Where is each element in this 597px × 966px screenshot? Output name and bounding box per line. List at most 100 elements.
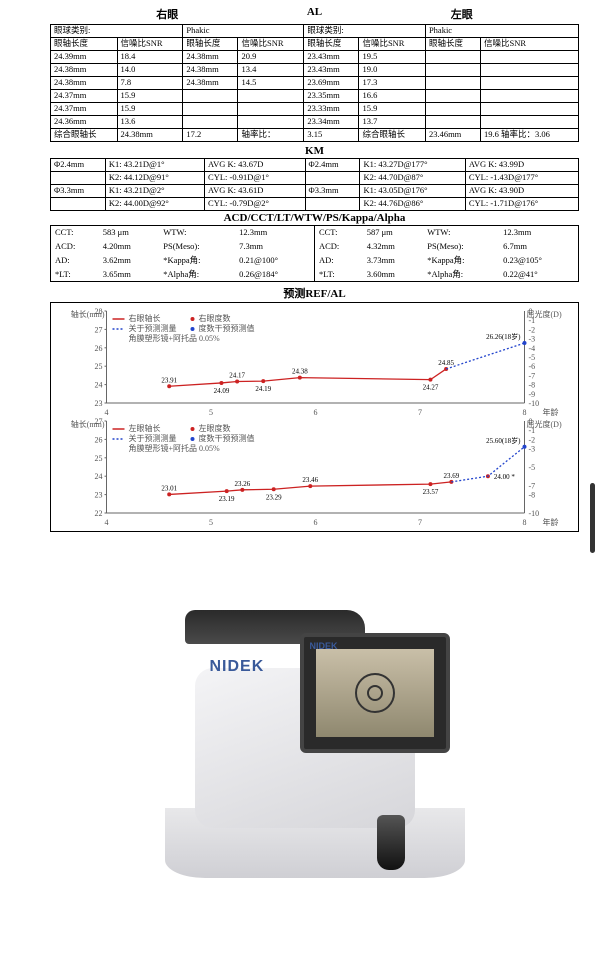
svg-text:24.17: 24.17 [229,371,245,379]
acd-cell: 3.60mm [363,268,423,282]
device-screen-frame: NIDEK [300,633,450,753]
acd-cell: AD: [314,254,362,268]
acd-cell: AD: [51,254,99,268]
acd-cell: 0.21@100° [235,254,314,268]
svg-text:关于预测测量: 关于预测测量 [129,433,177,443]
svg-text:24.09: 24.09 [214,387,230,395]
al-cell [425,116,480,129]
acd-cell: 0.26@184° [235,268,314,282]
al-cell: 23.43mm [304,64,359,77]
svg-text:22: 22 [95,509,103,518]
acd-cell: CCT: [314,226,362,240]
km-cell: AVG K: 43.61D [205,185,306,198]
km-cell [305,198,360,211]
al-cell: 7.8 [117,77,183,90]
chart-container: 232425262728-10-9-8-7-6-5-4-3-2-1045678年… [50,302,579,532]
device-screen [316,649,434,737]
km-cell: K1: 43.21D@2° [105,185,204,198]
svg-text:23.19: 23.19 [219,495,235,503]
al-cell [425,103,480,116]
svg-text:关于预测测量: 关于预测测量 [129,323,177,333]
acd-cell: PS(Meso): [423,240,499,254]
al-cell [481,77,579,90]
phakic-label-r1: 眼球类别: [51,25,183,38]
al-cell: 19.5 [359,51,426,64]
al-table: 眼球类别: Phakic 眼球类别: Phakic 眼轴长度 信噪比SNR 眼轴… [50,24,579,142]
al-cell: 16.6 [359,90,426,103]
svg-text:-4: -4 [529,344,536,353]
svg-text:7: 7 [418,408,422,417]
al-cell: 23.69mm [304,77,359,90]
svg-text:23.69: 23.69 [443,472,459,480]
al-cell [425,77,480,90]
km-cell: K2: 44.70D@87° [360,172,465,185]
svg-text:26: 26 [95,344,103,353]
svg-text:8: 8 [523,518,527,527]
km-cell: K2: 44.00D@92° [105,198,204,211]
acd-cell: CCT: [51,226,99,240]
al-cell [183,90,238,103]
svg-text:25: 25 [95,362,103,371]
al-cell: 24.38mm [51,64,118,77]
report-page: 右眼 AL 左眼 眼球类别: Phakic 眼球类别: Phakic 眼轴长度 … [0,0,597,928]
al-cell [425,90,480,103]
km-cell: K1: 43.21D@1° [105,159,204,172]
al-cell [183,103,238,116]
svg-text:4: 4 [105,408,109,417]
al-cell: 15.9 [359,103,426,116]
al-cell [238,116,304,129]
acd-cell: 4.32mm [363,240,423,254]
scroll-indicator[interactable] [590,483,595,553]
svg-text:-7: -7 [529,371,536,380]
al-head: 眼轴长度 [183,38,238,51]
al-summary: 19.6 轴率比：3.06 [481,129,579,142]
al-cell: 15.9 [117,103,183,116]
al-cell [425,64,480,77]
acd-cell: *Alpha角: [159,268,235,282]
svg-text:24.27: 24.27 [423,384,439,392]
al-cell: 18.4 [117,51,183,64]
al-head: 眼轴长度 [51,38,118,51]
acd-cell: WTW: [423,226,499,240]
km-cell [51,198,106,211]
al-summary: 23.46mm [425,129,480,142]
al-cell: 13.6 [117,116,183,129]
svg-text:23.26: 23.26 [234,480,250,488]
svg-text:屈光度(D): 屈光度(D) [527,309,562,319]
al-summary: 综合眼轴长 [51,129,118,142]
svg-text:27: 27 [95,325,103,334]
svg-text:24.38: 24.38 [292,368,308,376]
al-cell: 13.7 [359,116,426,129]
km-cell: Φ3.3mm [305,185,360,198]
km-cell: K1: 43.27D@177° [360,159,465,172]
al-cell: 23.35mm [304,90,359,103]
phakic-label-l2: Phakic [425,25,578,38]
al-cell [481,90,579,103]
km-cell: Φ2.4mm [305,159,360,172]
device-illustration: NIDEK NIDEK [50,538,579,918]
svg-text:-5: -5 [529,353,536,362]
acd-table: CCT:583 μmWTW:12.3mmCCT:587 μmWTW:12.3mm… [50,225,579,282]
eye-header: 右眼 AL 左眼 [50,6,579,22]
svg-text:4: 4 [105,518,109,527]
km-cell: K1: 43.05D@176° [360,185,465,198]
al-head: 信噪比SNR [481,38,579,51]
al-head: 信噪比SNR [117,38,183,51]
al-cell [481,64,579,77]
svg-text:24.00 *: 24.00 * [494,473,516,481]
al-cell [481,103,579,116]
svg-text:25: 25 [95,454,103,463]
svg-text:24.85: 24.85 [438,359,454,367]
al-cell: 23.33mm [304,103,359,116]
al-cell: 14.0 [117,64,183,77]
al-cell: 24.37mm [51,90,118,103]
svg-text:年龄: 年龄 [543,517,559,527]
acd-cell: ACD: [51,240,99,254]
svg-text:7: 7 [418,518,422,527]
al-label: AL [285,6,345,22]
svg-text:5: 5 [209,408,213,417]
svg-text:25.60(18岁): 25.60(18岁) [486,436,521,445]
svg-text:轴长(mm): 轴长(mm) [71,309,105,319]
svg-text:23.01: 23.01 [161,484,177,492]
al-cell: 13.4 [238,64,304,77]
